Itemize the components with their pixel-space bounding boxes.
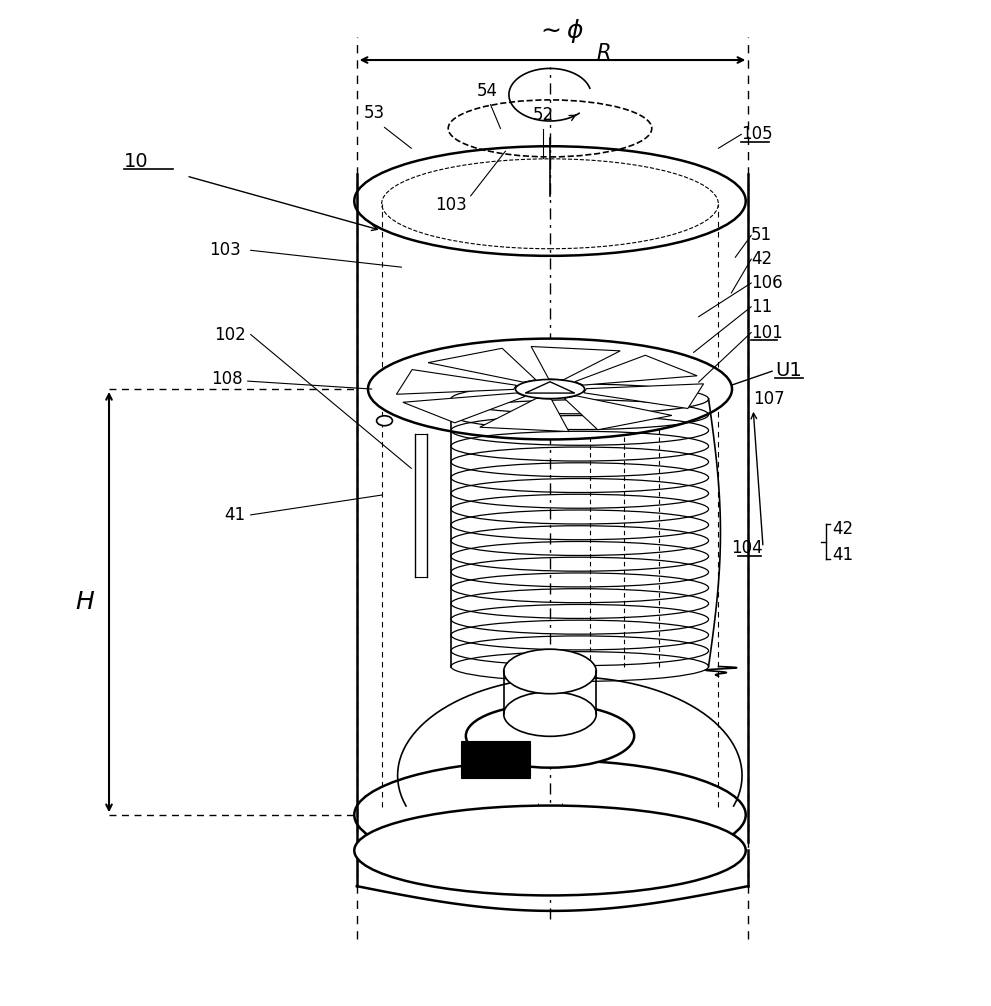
Text: 51: 51 [751, 226, 772, 244]
Text: 102: 102 [214, 326, 246, 343]
Text: 103: 103 [435, 196, 467, 214]
Text: 54: 54 [477, 81, 498, 100]
Polygon shape [564, 396, 672, 430]
Polygon shape [396, 369, 516, 394]
Text: 41: 41 [225, 506, 246, 524]
Text: H: H [75, 591, 93, 614]
Text: 103: 103 [209, 241, 241, 260]
Ellipse shape [515, 379, 585, 398]
Ellipse shape [368, 339, 732, 440]
Text: $\sim\phi$: $\sim\phi$ [536, 17, 584, 45]
Text: 10: 10 [124, 152, 149, 171]
Text: 52: 52 [532, 107, 554, 125]
Text: R: R [596, 43, 610, 63]
Polygon shape [428, 348, 536, 382]
Text: 108: 108 [211, 370, 243, 388]
Text: 105: 105 [741, 126, 773, 143]
Polygon shape [525, 381, 575, 393]
Text: 11: 11 [751, 298, 772, 316]
Polygon shape [480, 398, 569, 432]
Ellipse shape [466, 704, 634, 768]
Polygon shape [403, 393, 525, 423]
Polygon shape [461, 740, 530, 779]
Text: 107: 107 [753, 390, 785, 408]
Text: 42: 42 [751, 250, 772, 269]
Polygon shape [584, 384, 704, 408]
Ellipse shape [355, 806, 745, 895]
Text: 104: 104 [731, 538, 763, 556]
Ellipse shape [503, 692, 597, 736]
Polygon shape [531, 346, 620, 379]
Text: U1: U1 [775, 361, 802, 379]
Text: 42: 42 [832, 520, 853, 538]
Polygon shape [575, 355, 697, 385]
Ellipse shape [503, 649, 597, 694]
Text: 41: 41 [832, 545, 853, 563]
Ellipse shape [377, 415, 392, 426]
Text: 53: 53 [364, 105, 385, 123]
Text: 106: 106 [751, 274, 783, 292]
Text: 101: 101 [751, 324, 783, 342]
